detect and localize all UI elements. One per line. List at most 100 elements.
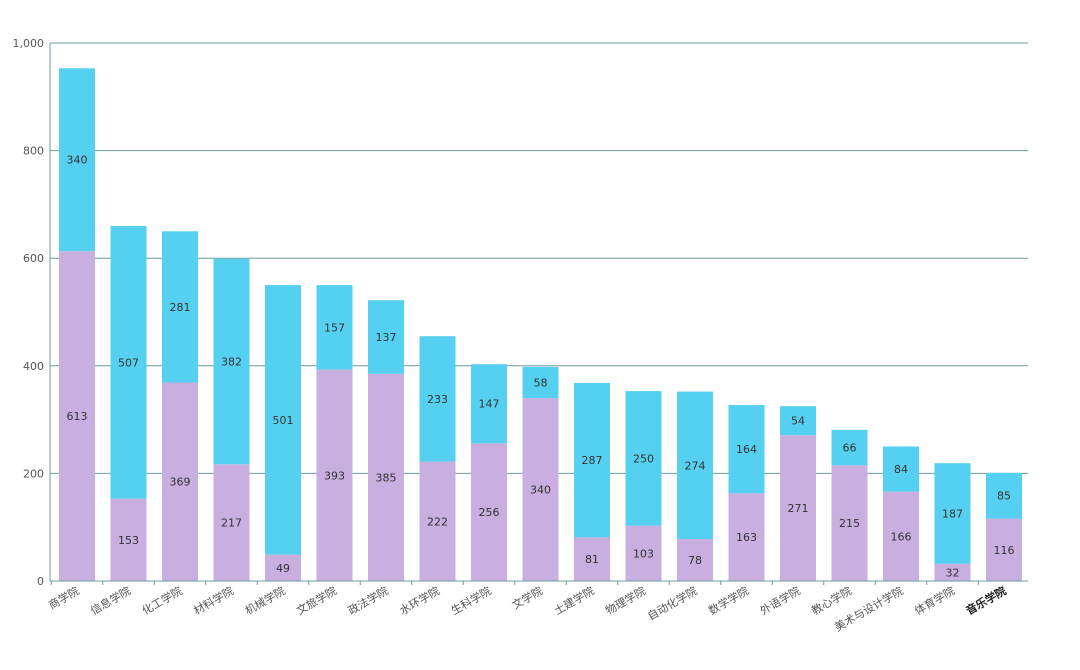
x-category-label: 信息学院	[88, 583, 133, 617]
bar-segment-series-2[interactable]	[934, 463, 971, 564]
data-label: 187	[942, 507, 963, 520]
data-label: 49	[276, 562, 290, 575]
x-category-label: 材料学院	[191, 583, 236, 617]
x-category-label: 土建学院	[551, 583, 596, 617]
bar-segment-series-2[interactable]	[265, 285, 301, 555]
bar-segment-series-1[interactable]	[934, 563, 971, 581]
bar-segment-series-2[interactable]	[831, 429, 868, 466]
data-label: 281	[170, 301, 191, 314]
bars	[59, 68, 1022, 581]
data-label: 215	[839, 517, 860, 530]
bar-segment-series-1[interactable]	[574, 537, 610, 581]
bar-segment-series-2[interactable]	[625, 391, 662, 526]
x-category-label: 化工学院	[139, 583, 184, 617]
data-label: 32	[946, 566, 960, 579]
data-label: 613	[67, 410, 88, 423]
bar-segment-series-1[interactable]	[162, 382, 198, 581]
x-category-label: 体育学院	[912, 583, 957, 617]
data-label: 287	[582, 454, 603, 467]
bar-segment-series-1[interactable]	[265, 554, 301, 581]
y-tick-label: 1,000	[13, 37, 45, 50]
bar-segment-series-2[interactable]	[677, 391, 713, 540]
bar-segment-series-1[interactable]	[213, 464, 250, 581]
bar-segment-series-2[interactable]	[471, 364, 507, 444]
data-label: 507	[118, 356, 139, 369]
bar-segment-series-2[interactable]	[780, 406, 816, 436]
data-label: 85	[997, 490, 1011, 503]
data-label: 153	[118, 534, 139, 547]
bar-segment-series-2[interactable]	[162, 231, 198, 383]
bar-segment-series-2[interactable]	[522, 366, 559, 399]
bar-segment-series-2[interactable]	[110, 225, 147, 499]
x-category-label: 机械学院	[242, 583, 287, 617]
bar-segment-series-1[interactable]	[625, 525, 662, 581]
bar-segment-series-1[interactable]	[728, 493, 765, 581]
x-category-label: 教心学院	[809, 583, 854, 617]
x-category-label: 商学院	[46, 583, 82, 612]
bar-segment-series-1[interactable]	[986, 518, 1022, 581]
data-label: 340	[67, 154, 88, 167]
bar-segment-series-1[interactable]	[368, 373, 404, 581]
x-category-label: 文旅学院	[294, 583, 339, 617]
x-category-label: 外语学院	[757, 583, 802, 617]
data-label: 256	[479, 506, 500, 519]
x-category-label: 水环学院	[397, 583, 442, 617]
bar-segment-series-2[interactable]	[368, 300, 404, 374]
data-label: 84	[894, 463, 908, 476]
data-label: 250	[633, 452, 654, 465]
bar-segment-series-2[interactable]	[728, 405, 765, 494]
bar-segment-series-1[interactable]	[471, 443, 507, 581]
y-tick-label: 400	[23, 360, 44, 373]
y-tick-label: 800	[23, 145, 44, 158]
data-label: 66	[843, 442, 857, 455]
bar-segment-series-1[interactable]	[59, 251, 95, 581]
y-tick-label: 600	[23, 252, 44, 265]
bar-segment-series-2[interactable]	[883, 446, 919, 492]
x-category-label: 生科学院	[448, 583, 493, 617]
labels: 613 340 153 507 369 281 217 382 49 501 393 157 385 13…	[67, 154, 1015, 580]
bar-segment-series-2[interactable]	[59, 68, 95, 252]
data-label: 137	[376, 331, 397, 344]
x-category-label: 数学学院	[706, 583, 751, 617]
bar-segment-series-2[interactable]	[213, 258, 250, 465]
x-category-label: 自动化学院	[645, 583, 700, 623]
bar-segment-series-1[interactable]	[316, 369, 353, 581]
data-label: 163	[736, 531, 757, 544]
bar-segment-series-2[interactable]	[419, 336, 456, 462]
data-label: 501	[273, 414, 294, 427]
x-category-label: 文学院	[509, 583, 545, 612]
bar-segment-series-1[interactable]	[522, 398, 559, 581]
bar-segment-series-2[interactable]	[574, 383, 610, 538]
data-label: 58	[534, 376, 548, 389]
data-label: 271	[788, 502, 809, 515]
data-label: 78	[688, 554, 702, 567]
data-label: 233	[427, 393, 448, 406]
bar-segment-series-1[interactable]	[883, 491, 919, 581]
data-label: 166	[891, 530, 912, 543]
bar-segment-series-1[interactable]	[419, 461, 456, 581]
y-tick-label: 0	[37, 575, 44, 588]
data-label: 274	[685, 459, 706, 472]
data-label: 385	[376, 471, 397, 484]
bar-segment-series-1[interactable]	[831, 465, 868, 581]
bar-segment-series-2[interactable]	[316, 285, 353, 370]
bar-segment-series-1[interactable]	[677, 539, 713, 581]
data-label: 103	[633, 547, 654, 560]
data-label: 340	[530, 484, 551, 497]
x-category-label: 物理学院	[603, 583, 648, 617]
y-tick-label: 200	[23, 467, 44, 480]
data-label: 116	[994, 544, 1015, 557]
bar-segment-series-2[interactable]	[986, 472, 1022, 519]
data-label: 164	[736, 443, 757, 456]
data-label: 81	[585, 553, 599, 566]
data-label: 147	[479, 398, 500, 411]
x-category-label: 政法学院	[345, 583, 390, 617]
x-category-label: 音乐学院	[963, 583, 1008, 617]
data-label: 369	[170, 476, 191, 489]
bar-segment-series-1[interactable]	[110, 498, 147, 581]
data-label: 393	[324, 469, 345, 482]
data-label: 222	[427, 515, 448, 528]
bar-segment-series-1[interactable]	[780, 435, 816, 581]
